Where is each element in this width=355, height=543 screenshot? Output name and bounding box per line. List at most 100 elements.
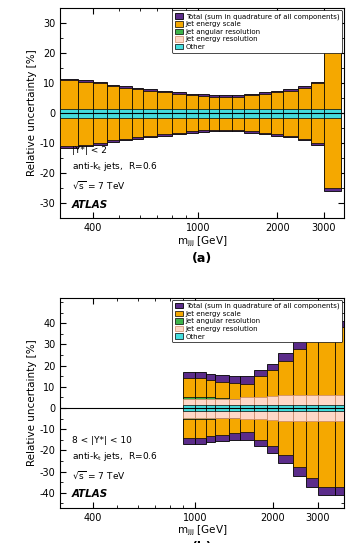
Bar (318, 327, 335, 487)
Bar (198, 112, 209, 115)
Bar (78, 110, 93, 116)
Bar (157, 92, 173, 134)
Bar (215, 382, 229, 434)
Text: $\sqrt{s}$ = 7 TeV: $\sqrt{s}$ = 7 TeV (72, 469, 125, 481)
Bar (143, 112, 157, 115)
Bar (267, 363, 278, 452)
Bar (244, 112, 258, 115)
Bar (183, 399, 195, 418)
Bar (323, 109, 341, 118)
Text: 8 < |Y*| < 10: 8 < |Y*| < 10 (72, 435, 132, 445)
Bar (93, 112, 107, 115)
Bar (198, 111, 209, 115)
Bar (318, 321, 335, 495)
Bar (255, 405, 267, 411)
Bar (335, 405, 344, 411)
Bar (215, 399, 229, 418)
Bar (173, 93, 186, 132)
Bar (271, 92, 283, 134)
Bar (60, 109, 78, 118)
Bar (306, 405, 318, 411)
Bar (173, 111, 186, 115)
Bar (283, 109, 298, 118)
Bar (186, 93, 198, 132)
Bar (219, 95, 232, 131)
Bar (143, 89, 157, 137)
Bar (183, 372, 195, 444)
Bar (318, 405, 335, 411)
Bar (267, 405, 278, 411)
Bar (323, 35, 341, 188)
Bar (215, 375, 229, 441)
Bar (271, 111, 283, 115)
Bar (157, 111, 173, 116)
Bar (215, 398, 229, 418)
Bar (278, 353, 293, 463)
Bar (209, 109, 219, 118)
Bar (318, 395, 335, 421)
Bar (298, 86, 311, 140)
Bar (293, 405, 306, 411)
Bar (78, 80, 93, 146)
Bar (258, 92, 271, 134)
Bar (157, 91, 173, 136)
Bar (219, 111, 232, 115)
Bar (206, 399, 215, 418)
Bar (255, 376, 267, 440)
Bar (335, 395, 344, 421)
Bar (283, 112, 298, 115)
Bar (232, 112, 244, 115)
Bar (298, 112, 311, 115)
Bar (143, 91, 157, 136)
Text: (a): (a) (192, 251, 213, 264)
Text: $\sqrt{s}$ = 7 TeV: $\sqrt{s}$ = 7 TeV (72, 180, 125, 191)
Bar (244, 111, 258, 115)
Bar (271, 112, 283, 115)
Bar (335, 327, 344, 487)
Bar (119, 111, 132, 116)
Text: anti-$k_{t}$ jets,  R=0.6: anti-$k_{t}$ jets, R=0.6 (72, 450, 157, 463)
Bar (278, 362, 293, 454)
Bar (323, 112, 341, 115)
Bar (244, 95, 258, 131)
Bar (232, 111, 244, 115)
Bar (173, 92, 186, 134)
Bar (255, 370, 267, 446)
Bar (119, 86, 132, 140)
Bar (258, 109, 271, 118)
Y-axis label: Relative uncertainty [%]: Relative uncertainty [%] (27, 50, 37, 176)
Bar (195, 372, 206, 444)
Bar (119, 109, 132, 118)
Bar (198, 94, 209, 132)
Bar (195, 378, 206, 438)
Bar (306, 336, 318, 478)
Bar (132, 109, 143, 118)
Bar (215, 405, 229, 411)
Bar (255, 397, 267, 419)
Bar (283, 91, 298, 136)
Bar (183, 378, 195, 438)
Bar (240, 376, 255, 440)
Bar (306, 395, 318, 421)
Bar (93, 83, 107, 143)
Bar (293, 399, 306, 418)
Bar (107, 109, 119, 118)
Bar (293, 340, 306, 476)
Bar (60, 110, 78, 116)
Bar (311, 83, 323, 143)
Bar (240, 397, 255, 419)
Bar (258, 93, 271, 132)
Bar (219, 109, 232, 118)
Bar (132, 112, 143, 115)
Bar (143, 109, 157, 118)
Bar (258, 112, 271, 115)
Bar (318, 399, 335, 418)
Bar (132, 111, 143, 116)
Bar (311, 109, 323, 118)
Bar (60, 79, 78, 148)
Bar (298, 109, 311, 118)
Bar (186, 112, 198, 115)
Bar (293, 395, 306, 421)
Bar (93, 110, 107, 116)
Bar (186, 109, 198, 118)
